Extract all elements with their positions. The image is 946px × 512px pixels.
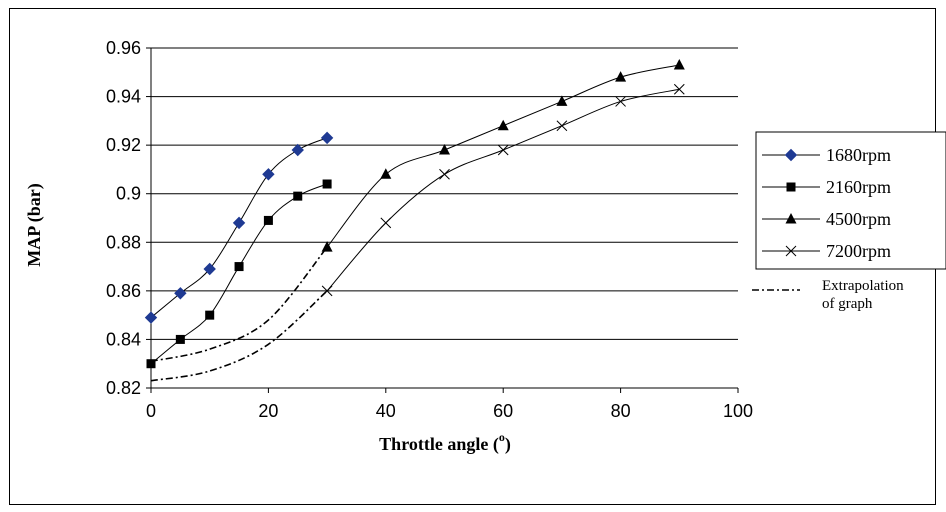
point-2160rpm [322,179,332,189]
series-markers [144,59,685,369]
point-1680rpm [174,287,187,300]
point-2160rpm [146,359,156,369]
x-marker-stroke [615,96,626,107]
point-4500rpm [321,241,333,252]
extrapolation-curve [150,246,328,363]
point-4500rpm [380,168,392,179]
x-tick-labels: 0 20 40 60 80 100 [146,401,753,421]
y-axis-title: MAP (bar) [24,183,45,266]
point-4500rpm [556,95,568,106]
legend-marker-4500rpm [785,213,797,224]
x-marker-stroke [439,168,450,180]
legend-marker-7200rpm [785,245,797,257]
point-1680rpm [144,311,158,324]
x-marker-stroke [556,120,568,132]
legend-label-7200rpm: 7200rpm [826,241,891,261]
point-4500rpm [439,144,450,155]
x-tick-label: 40 [376,401,396,421]
y-tick-label: 0.84 [106,329,141,349]
point-1680rpm [291,143,304,157]
point-1680rpm [203,262,216,276]
x-tick-label: 0 [146,401,156,421]
legend-label-1680rpm: 1680rpm [826,145,891,165]
x-marker-stroke [785,245,797,257]
point-4500rpm [673,59,685,70]
point-2160rpm [205,310,215,320]
legend: 1680rpm 2160rpm 4500rpm 7200rpm [755,131,946,270]
point-2160rpm [263,215,273,225]
extrapolation-label-line2: of graph [822,296,873,312]
series-line-7200rpm [326,88,680,292]
point-2160rpm [293,191,303,201]
extrapolation-note: Extrapolation of graph [752,278,904,312]
x-marker-stroke [497,144,509,156]
point-2160rpm [234,262,244,272]
y-tick-label: 0.92 [106,135,141,155]
y-tick-label: 0.86 [106,281,141,301]
point-7200rpm [615,96,626,107]
x-marker-stroke [673,83,685,95]
extrapolation-curve [150,290,328,382]
y-tick-label: 0.82 [106,378,141,398]
y-tick-label: 0.96 [106,38,141,58]
y-tick-labels: 0.82 0.84 0.86 0.88 0.9 0.92 0.94 0.96 [106,38,141,398]
x-tick-label: 80 [611,401,631,421]
point-7200rpm [439,168,450,180]
extrapolation-curves [150,246,328,382]
point-7200rpm [380,217,392,229]
legend-marker-2160rpm [786,182,796,192]
point-1680rpm [320,131,334,145]
series-line-4500rpm [326,64,680,248]
legend-label-4500rpm: 4500rpm [826,209,891,229]
point-7200rpm [556,120,568,132]
x-axis-title: Throttle angle (o) [379,430,511,455]
point-7200rpm [673,83,685,95]
y-tick-label: 0.88 [106,232,141,252]
x-marker-stroke [321,285,333,297]
series-lines [150,64,680,365]
y-tick-label: 0.94 [106,87,141,107]
legend-marker-1680rpm [784,148,798,162]
point-7200rpm [321,285,333,297]
point-1680rpm [262,168,275,181]
axes [146,47,739,393]
x-tick-label: 20 [258,401,278,421]
point-4500rpm [615,71,627,82]
point-4500rpm [497,119,509,131]
y-tick-label: 0.9 [116,184,141,204]
x-marker-stroke [380,217,392,229]
legend-label-2160rpm: 2160rpm [826,177,891,197]
extrapolation-label-line1: Extrapolation [822,278,904,294]
x-tick-label: 60 [493,401,513,421]
x-tick-label: 100 [723,401,753,421]
point-1680rpm [232,216,246,230]
point-2160rpm [175,334,185,344]
point-7200rpm [497,144,509,156]
